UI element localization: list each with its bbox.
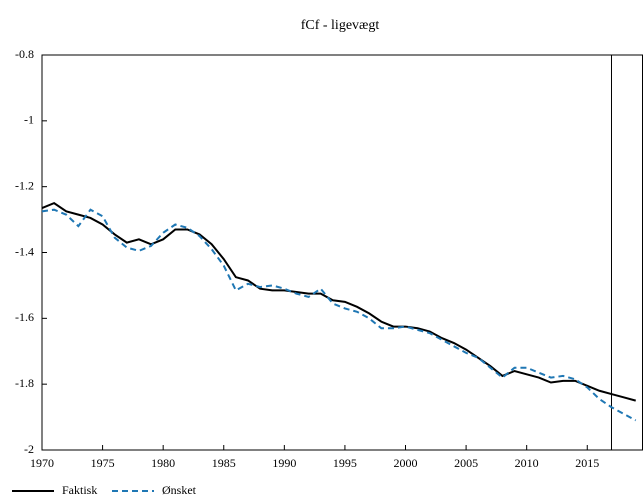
- y-tick-label: -1.8: [15, 376, 34, 390]
- x-tick-label: 2010: [515, 456, 539, 470]
- x-tick-label: 2005: [454, 456, 478, 470]
- x-tick-label: 1990: [272, 456, 296, 470]
- x-tick-label: 1980: [151, 456, 175, 470]
- legend-label: Ønsket: [162, 483, 197, 497]
- y-tick-label: -1: [24, 113, 34, 127]
- data-line: [41, 208, 637, 422]
- y-tick-label: -1.6: [15, 310, 34, 324]
- y-tick-label: -2: [24, 442, 34, 456]
- y-tick-label: -1.4: [15, 244, 34, 258]
- x-tick-label: 1995: [333, 456, 357, 470]
- data-line: [41, 201, 636, 402]
- x-tick-label: 1975: [91, 456, 115, 470]
- legend-label: Faktisk: [62, 483, 97, 497]
- plot-frame: [41, 54, 643, 451]
- x-tick-label: 2000: [394, 456, 418, 470]
- y-tick-label: -1.2: [15, 178, 34, 192]
- x-tick-label: 1970: [30, 456, 54, 470]
- chart-title: fCf - ligevægt: [301, 18, 380, 33]
- x-tick-label: 1985: [212, 456, 236, 470]
- x-tick-label: 2015: [575, 456, 599, 470]
- y-tick-label: -0.8: [15, 47, 34, 61]
